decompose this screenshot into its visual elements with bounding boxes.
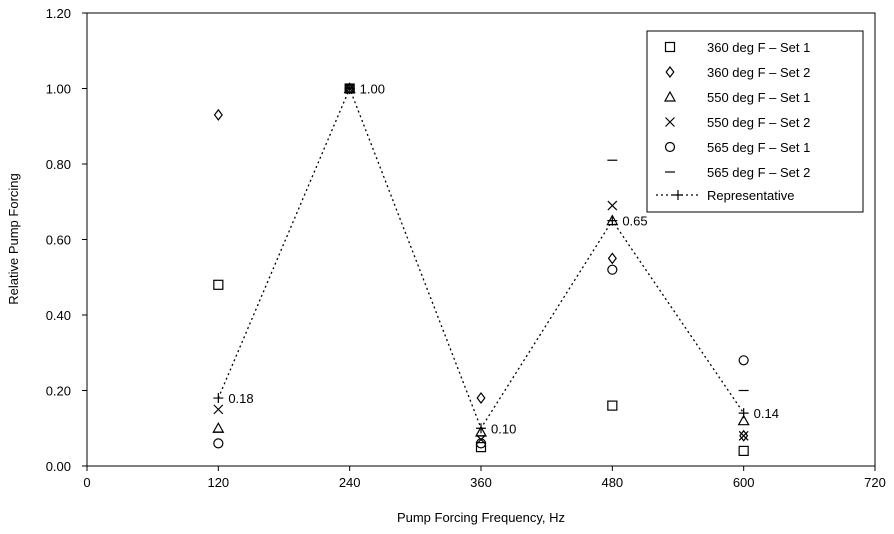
diamond-point [607, 252, 617, 265]
legend-label-565-set2: 565 deg F – Set 2 [707, 165, 810, 180]
legend: 360 deg F – Set 1 360 deg F – Set 2 550 … [646, 30, 864, 213]
series-7 [213, 83, 749, 434]
y-tick-label: 0.20 [46, 384, 71, 399]
legend-marker-plus [673, 190, 683, 200]
legend-label-representative: Representative [707, 188, 794, 203]
x-point [607, 200, 618, 211]
legend-label-360-set1: 360 deg F – Set 1 [707, 40, 810, 55]
square-point [475, 442, 487, 453]
x-tick-label: 480 [601, 475, 623, 490]
legend-label-565-set1: 565 deg F – Set 1 [707, 140, 810, 155]
data-label: 0.18 [228, 391, 253, 406]
plus-point [344, 83, 355, 94]
circle-point [738, 355, 749, 366]
legend-label-360-set2: 360 deg F – Set 2 [707, 65, 810, 80]
x-tick-label: 120 [207, 475, 229, 490]
data-label: 0.65 [622, 214, 647, 229]
x-tick-label: 360 [470, 475, 492, 490]
data-label: 0.10 [491, 421, 516, 436]
x-tick-label: 600 [733, 475, 755, 490]
x-point [738, 430, 749, 441]
x-axis: 0 120 240 360 480 600 720 [83, 466, 886, 490]
y-axis: 0.00 0.20 0.40 0.60 0.80 1.00 1.20 [46, 6, 87, 474]
x-tick-label: 240 [339, 475, 361, 490]
x-axis-title: Pump Forcing Frequency, Hz [397, 510, 565, 525]
diamond-point [476, 392, 486, 405]
y-tick-label: 1.20 [46, 6, 71, 21]
circle-point [475, 438, 487, 449]
square-point [738, 445, 749, 456]
y-tick-label: 0.60 [46, 233, 71, 248]
legend-marker-diamond [665, 66, 675, 78]
series-layer [212, 82, 750, 456]
circle-point [607, 264, 618, 275]
legend-marker-circle [664, 141, 676, 153]
legend-marker-x [665, 117, 675, 127]
square-point [213, 279, 224, 290]
legend-label-550-set2: 550 deg F – Set 2 [707, 115, 810, 130]
legend-markers [656, 41, 700, 200]
diamond-point [739, 429, 749, 442]
y-tick-label: 0.00 [46, 459, 71, 474]
legend-marker-triangle [663, 90, 677, 102]
plus-point [738, 408, 749, 419]
circle-point [213, 438, 224, 449]
y-axis-title: Relative Pump Forcing [6, 173, 21, 305]
y-tick-label: 1.00 [46, 82, 71, 97]
plus-point [607, 215, 618, 226]
plus-point [213, 393, 224, 404]
x-point [476, 434, 486, 445]
y-tick-label: 0.40 [46, 308, 71, 323]
square-point [607, 400, 618, 411]
plus-point [476, 423, 486, 434]
legend-box [646, 30, 864, 213]
legend-marker-square [664, 41, 676, 53]
x-tick-label: 720 [864, 475, 886, 490]
data-label: 1.00 [360, 82, 385, 97]
triangle-point [737, 414, 750, 426]
data-labels: 0.18 1.00 0.10 0.65 0.14 [228, 82, 779, 437]
data-label: 0.14 [754, 406, 779, 421]
diamond-point [213, 108, 223, 121]
x-point [213, 404, 224, 415]
y-tick-label: 0.80 [46, 157, 71, 172]
x-tick-label: 0 [83, 475, 90, 490]
legend-label-550-set1: 550 deg F – Set 1 [707, 90, 810, 105]
